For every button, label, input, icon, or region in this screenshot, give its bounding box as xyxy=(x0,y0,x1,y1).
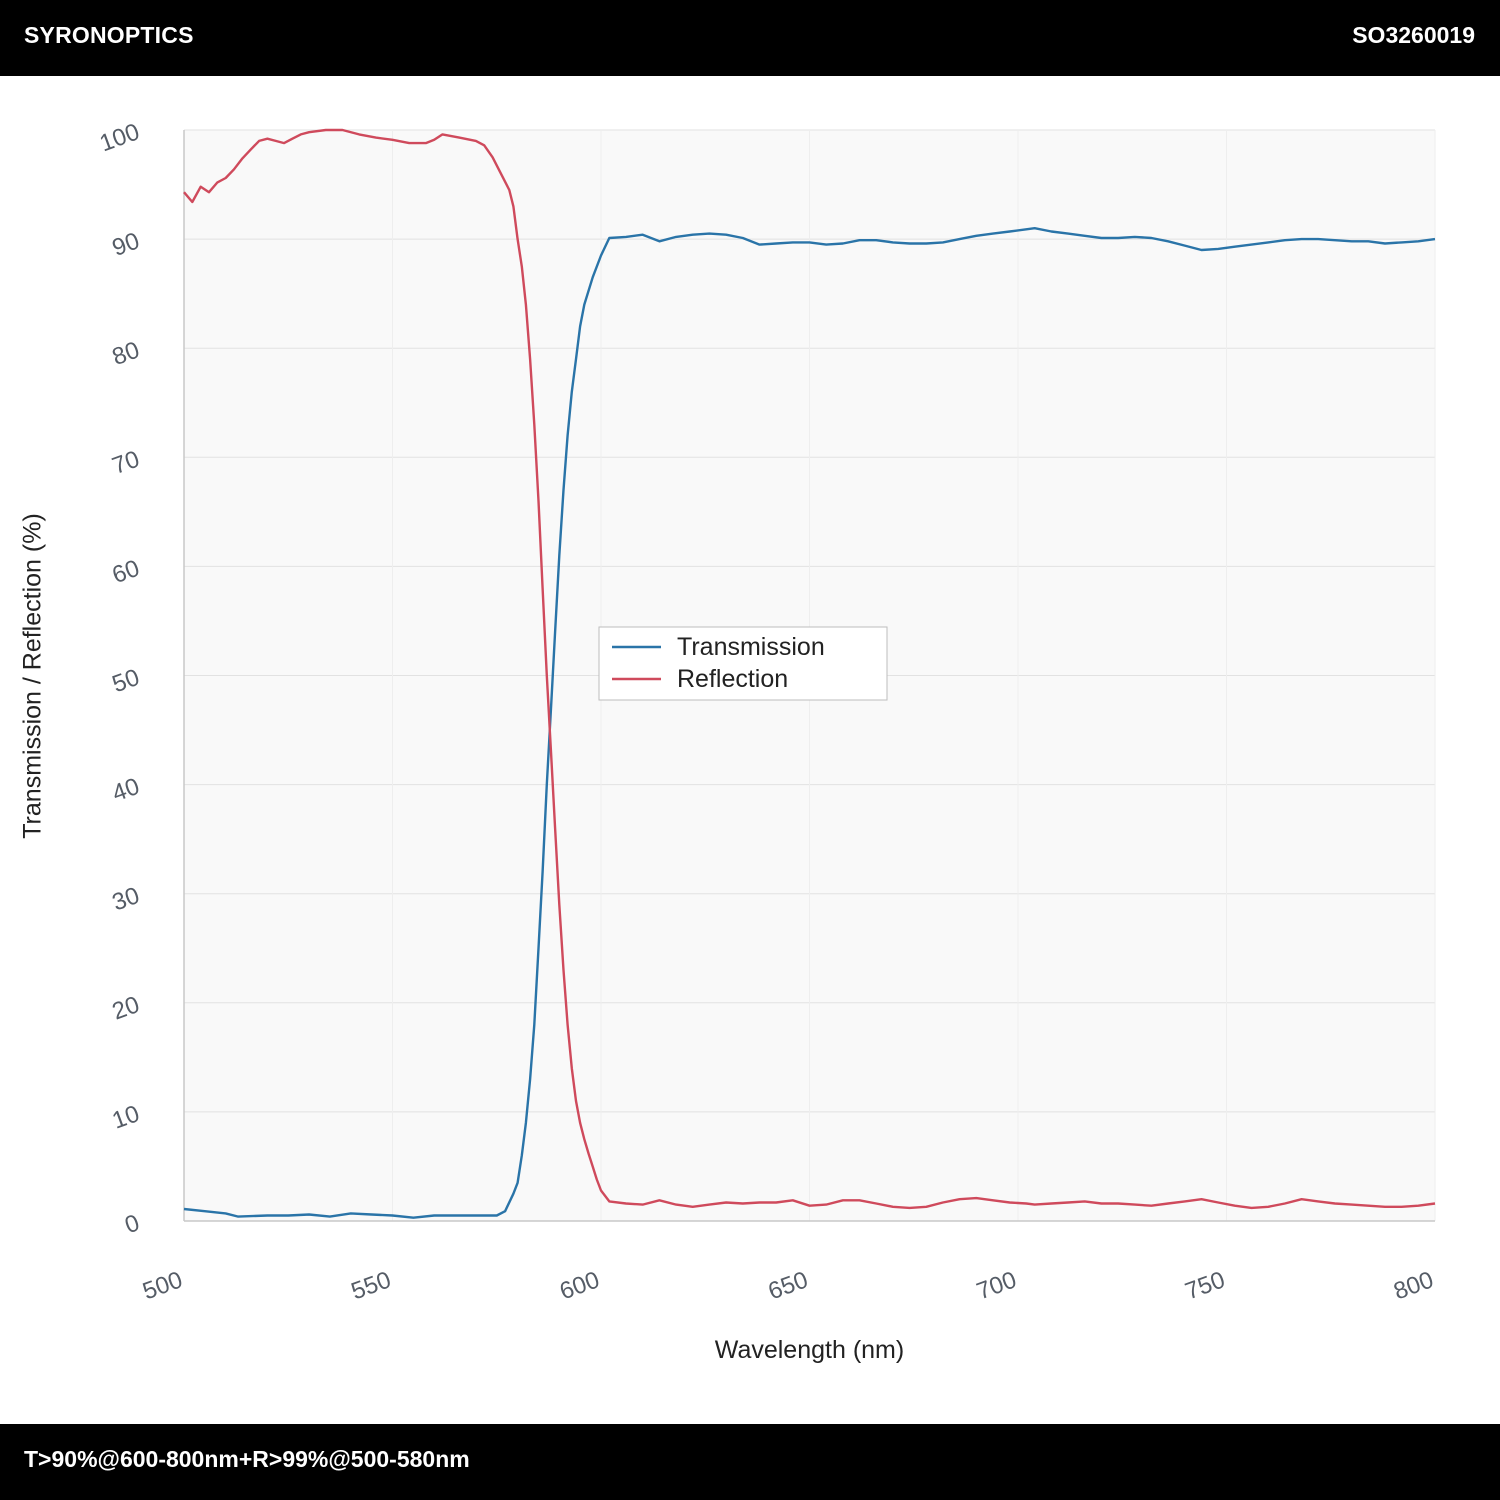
y-tick-label: 50 xyxy=(109,664,143,699)
series-line-reflection xyxy=(183,128,1436,1210)
legend: Transmission Reflection xyxy=(598,626,888,701)
y-tick-label: 90 xyxy=(109,227,143,262)
bottom-bar: T>90%@600-800nm+R>99%@500-580nm xyxy=(0,1424,1500,1500)
y-tick-label: 0 xyxy=(121,1209,143,1239)
y-tick-label: 80 xyxy=(109,336,143,371)
legend-label-transmission: Transmission xyxy=(677,633,825,661)
x-tick-label: 500 xyxy=(139,1266,186,1305)
data-series xyxy=(183,128,1436,1219)
y-tick-label: 10 xyxy=(109,1100,143,1135)
y-tick-label: 100 xyxy=(96,118,143,157)
x-tick-labels: 500 550 600 650 700 750 800 xyxy=(139,1266,1437,1305)
y-tick-label: 60 xyxy=(109,555,143,590)
y-tick-label: 40 xyxy=(109,773,143,808)
x-tick-label: 600 xyxy=(556,1266,603,1305)
spec-text: T>90%@600-800nm+R>99%@500-580nm xyxy=(24,1446,470,1472)
x-tick-label: 800 xyxy=(1390,1266,1437,1305)
y-tick-label: 20 xyxy=(109,991,143,1026)
series-line-transmission xyxy=(183,227,1436,1219)
top-bar: SYRONOPTICS SO3260019 xyxy=(0,0,1500,76)
y-tick-labels: 0 10 20 30 40 50 60 70 80 90 100 xyxy=(96,118,143,1239)
brand-name: SYRONOPTICS xyxy=(24,22,194,48)
x-tick-label: 700 xyxy=(973,1266,1020,1305)
legend-box xyxy=(598,626,888,701)
x-tick-label: 750 xyxy=(1182,1266,1229,1305)
part-number: SO3260019 xyxy=(1352,22,1475,48)
spectral-chart: 500 550 600 650 700 750 800 0 10 20 30 40 50 60 70 80 9… xyxy=(19,118,1437,1364)
x-tick-label: 550 xyxy=(348,1266,395,1305)
legend-label-reflection: Reflection xyxy=(677,665,788,693)
x-axis-title: Wavelength (nm) xyxy=(715,1336,904,1364)
axes xyxy=(183,130,1435,1222)
y-tick-label: 30 xyxy=(109,882,143,917)
y-tick-label: 70 xyxy=(109,446,143,481)
x-tick-label: 650 xyxy=(765,1266,812,1305)
y-axis-title: Transmission / Reflection (%) xyxy=(19,513,47,839)
